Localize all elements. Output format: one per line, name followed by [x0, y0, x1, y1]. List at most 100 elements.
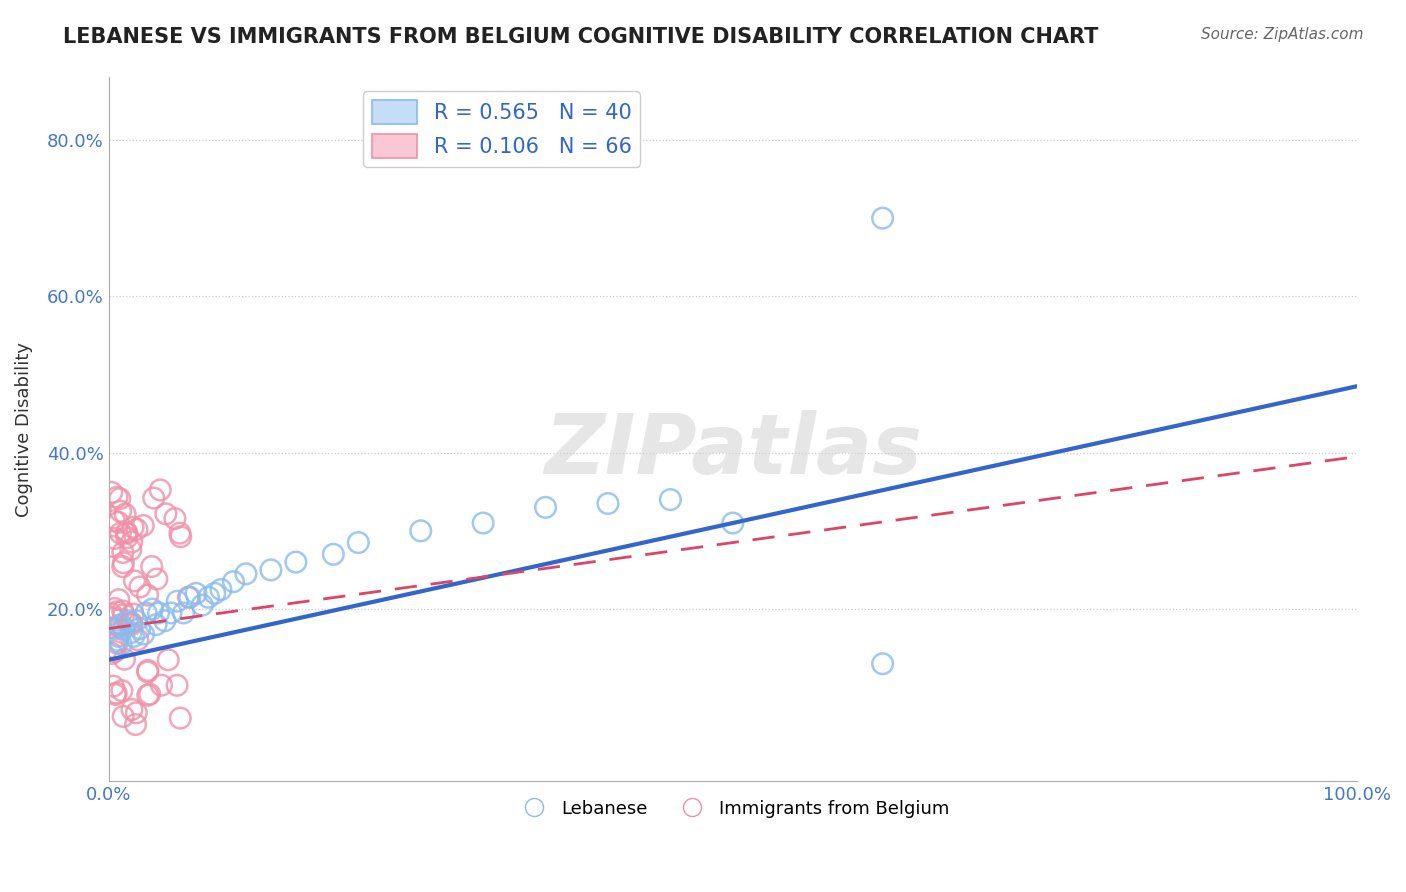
- Point: [112, 709, 135, 723]
- Point: [472, 516, 495, 530]
- Point: [112, 556, 135, 570]
- Point: [146, 572, 169, 586]
- Point: [179, 591, 201, 605]
- Point: [103, 679, 125, 693]
- Point: [100, 647, 122, 661]
- Point: [101, 610, 124, 624]
- Point: [105, 490, 128, 504]
- Point: [120, 542, 142, 557]
- Point: [101, 540, 124, 554]
- Point: [128, 580, 150, 594]
- Point: [103, 640, 125, 655]
- Text: ZIPatlas: ZIPatlas: [544, 409, 922, 491]
- Point: [125, 706, 148, 720]
- Point: [149, 483, 172, 497]
- Point: [721, 516, 744, 530]
- Point: [659, 492, 682, 507]
- Y-axis label: Cognitive Disability: Cognitive Disability: [15, 342, 32, 516]
- Point: [107, 629, 129, 643]
- Text: Source: ZipAtlas.com: Source: ZipAtlas.com: [1201, 27, 1364, 42]
- Point: [135, 606, 157, 620]
- Point: [148, 606, 170, 620]
- Point: [121, 702, 143, 716]
- Point: [105, 686, 128, 700]
- Point: [110, 526, 132, 541]
- Point: [100, 607, 122, 621]
- Point: [120, 625, 142, 640]
- Point: [114, 652, 136, 666]
- Point: [142, 491, 165, 505]
- Point: [111, 559, 134, 574]
- Point: [136, 664, 159, 678]
- Point: [132, 627, 155, 641]
- Point: [204, 586, 226, 600]
- Point: [138, 687, 160, 701]
- Point: [872, 657, 894, 671]
- Point: [170, 530, 193, 544]
- Point: [110, 504, 132, 518]
- Point: [166, 594, 188, 608]
- Point: [132, 518, 155, 533]
- Point: [322, 547, 344, 561]
- Point: [124, 717, 146, 731]
- Point: [105, 636, 128, 650]
- Point: [347, 535, 370, 549]
- Point: [169, 711, 191, 725]
- Point: [104, 644, 127, 658]
- Point: [872, 211, 894, 226]
- Point: [136, 588, 159, 602]
- Point: [120, 615, 142, 630]
- Point: [260, 563, 283, 577]
- Point: [103, 514, 125, 528]
- Point: [107, 516, 129, 530]
- Point: [136, 688, 159, 702]
- Point: [104, 688, 127, 702]
- Point: [235, 566, 257, 581]
- Point: [197, 591, 219, 605]
- Point: [173, 606, 195, 620]
- Point: [184, 586, 207, 600]
- Point: [105, 605, 128, 619]
- Point: [209, 582, 232, 597]
- Point: [124, 574, 146, 588]
- Point: [105, 633, 128, 648]
- Point: [157, 653, 180, 667]
- Point: [534, 500, 557, 515]
- Point: [141, 559, 163, 574]
- Point: [284, 555, 307, 569]
- Point: [153, 614, 176, 628]
- Point: [117, 614, 139, 628]
- Point: [125, 522, 148, 536]
- Point: [150, 678, 173, 692]
- Point: [160, 606, 183, 620]
- Point: [104, 601, 127, 615]
- Legend: Lebanese, Immigrants from Belgium: Lebanese, Immigrants from Belgium: [509, 792, 957, 825]
- Point: [166, 678, 188, 692]
- Point: [128, 622, 150, 636]
- Point: [107, 618, 129, 632]
- Point: [145, 617, 167, 632]
- Point: [108, 491, 131, 506]
- Point: [115, 526, 138, 541]
- Point: [127, 632, 149, 647]
- Point: [222, 574, 245, 589]
- Point: [103, 532, 125, 546]
- Point: [122, 629, 145, 643]
- Point: [115, 531, 138, 545]
- Point: [110, 617, 132, 632]
- Point: [115, 525, 138, 540]
- Point: [121, 535, 143, 549]
- Point: [100, 485, 122, 500]
- Point: [177, 591, 200, 605]
- Point: [104, 622, 127, 636]
- Point: [163, 511, 186, 525]
- Point: [136, 665, 159, 679]
- Point: [112, 607, 135, 622]
- Point: [122, 520, 145, 534]
- Point: [596, 496, 619, 510]
- Text: LEBANESE VS IMMIGRANTS FROM BELGIUM COGNITIVE DISABILITY CORRELATION CHART: LEBANESE VS IMMIGRANTS FROM BELGIUM COGN…: [63, 27, 1098, 46]
- Point: [155, 507, 177, 521]
- Point: [111, 683, 134, 698]
- Point: [110, 637, 132, 651]
- Point: [111, 604, 134, 618]
